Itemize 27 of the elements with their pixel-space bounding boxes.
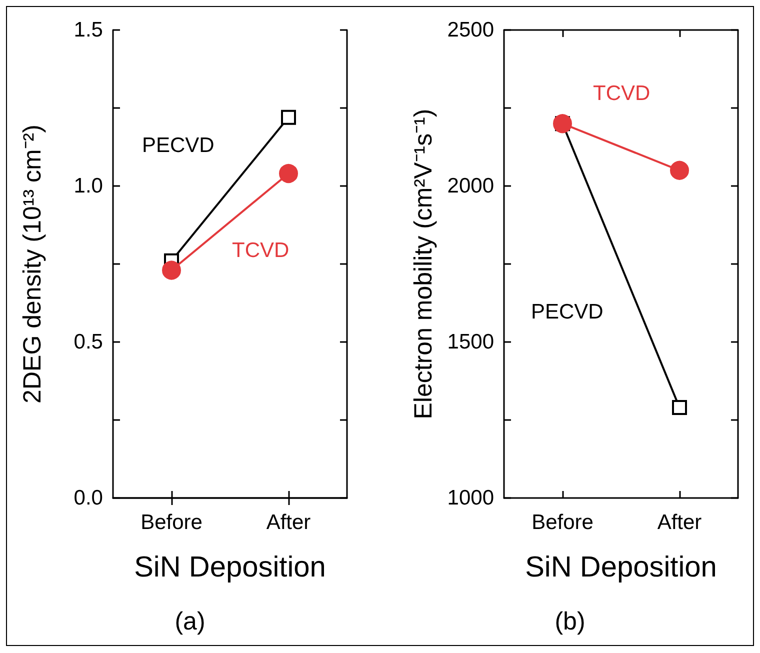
x-axis-title: SiN Deposition [134,552,326,584]
text: 0.0 [74,486,103,510]
y-tick-label: 1.5 [74,18,103,42]
x-tick-label: Before [532,511,594,534]
point [672,400,687,416]
text: (a) [174,608,206,636]
x-tick-label: After [266,511,311,534]
y-axis-title: Electron mobility (cm²V⁻¹s⁻¹) [410,108,438,420]
point [162,260,181,280]
series-label: TCVD [232,238,290,262]
y-tick-label: 0.5 [74,330,103,354]
y-tick-label: 2000 [447,174,494,198]
x-axis-title: SiN Deposition [525,552,717,584]
point [279,164,298,184]
series-label: TCVD [593,82,650,105]
x-tick-label: Before [140,511,202,534]
series-label: PECVD [531,300,604,324]
y-tick-label: 1000 [447,486,494,510]
text: (b) [554,608,586,636]
point [281,110,296,125]
series-label: PECVD [142,134,214,158]
y-tick-label: 2500 [447,18,494,42]
text: 1.0 [74,174,103,198]
point [670,160,689,180]
x-tick-label: After [657,511,702,534]
y-tick-label: 1500 [447,330,494,354]
y-axis-title: 2DEG density (10¹³ cm⁻²) [18,124,46,404]
